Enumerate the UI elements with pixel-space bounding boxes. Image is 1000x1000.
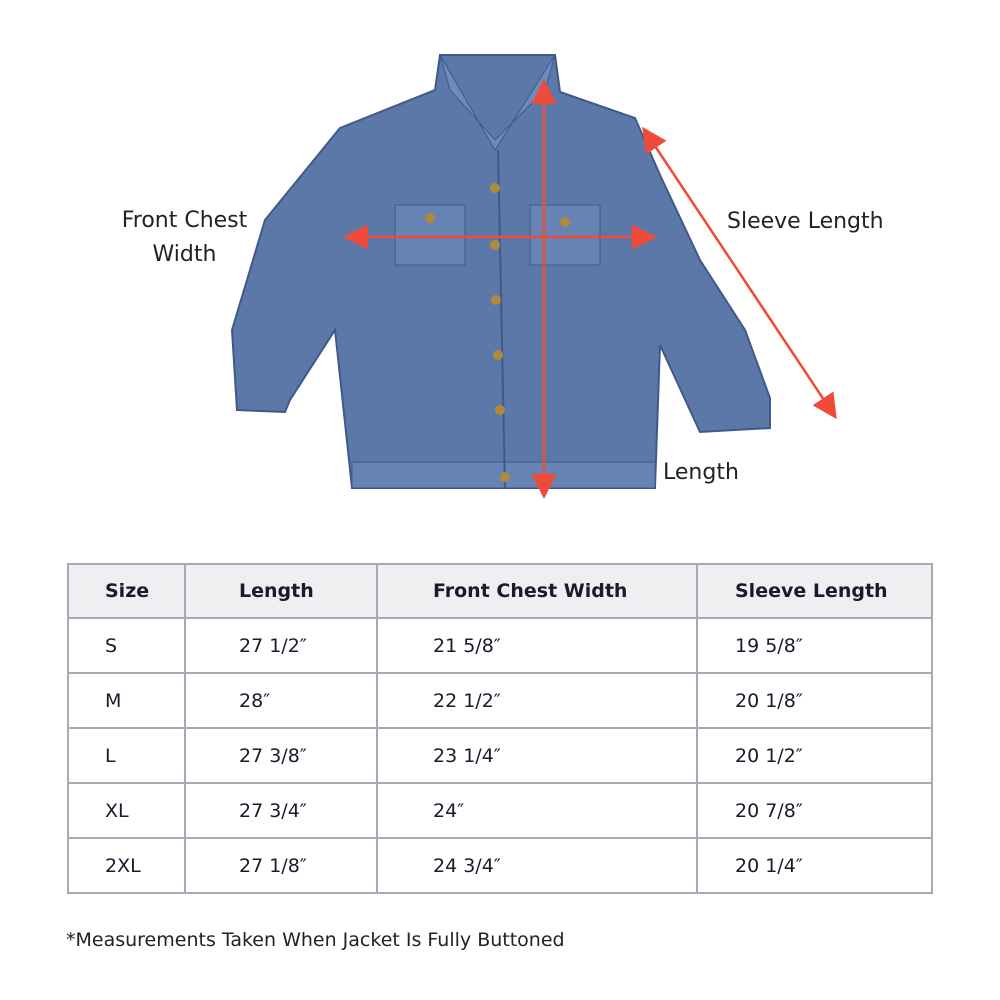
table-row: M 28″ 22 1/2″ 20 1/8″	[67, 672, 933, 729]
cell-sleeve: 20 1/4″	[696, 837, 933, 894]
denim-jacket	[230, 54, 771, 489]
cell-size: XL	[67, 782, 186, 839]
label-line-2: Width	[152, 242, 217, 267]
header-length: Length	[184, 563, 378, 619]
size-chart-table: Size Length Front Chest Width Sleeve Len…	[67, 563, 933, 894]
cell-length: 27 3/4″	[184, 782, 378, 839]
cell-length: 27 1/2″	[184, 617, 378, 674]
cell-length: 28″	[184, 672, 378, 729]
front-chest-width-label: Front Chest Width	[112, 204, 257, 272]
cell-chest: 24 3/4″	[376, 837, 698, 894]
table-row: 2XL 27 1/8″ 24 3/4″ 20 1/4″	[67, 837, 933, 894]
cell-size: 2XL	[67, 837, 186, 894]
header-sleeve-length: Sleeve Length	[696, 563, 933, 619]
cell-length: 27 3/8″	[184, 727, 378, 784]
cell-sleeve: 19 5/8″	[696, 617, 933, 674]
measurement-note: *Measurements Taken When Jacket Is Fully…	[66, 929, 565, 951]
cell-chest: 21 5/8″	[376, 617, 698, 674]
cell-size: L	[67, 727, 186, 784]
cell-size: S	[67, 617, 186, 674]
header-front-chest-width: Front Chest Width	[376, 563, 698, 619]
table-row: L 27 3/8″ 23 1/4″ 20 1/2″	[67, 727, 933, 784]
cell-chest: 22 1/2″	[376, 672, 698, 729]
sleeve-length-label: Sleeve Length	[727, 209, 884, 234]
cell-chest: 24″	[376, 782, 698, 839]
cell-chest: 23 1/4″	[376, 727, 698, 784]
cell-length: 27 1/8″	[184, 837, 378, 894]
table-row: S 27 1/2″ 21 5/8″ 19 5/8″	[67, 617, 933, 674]
cell-sleeve: 20 1/8″	[696, 672, 933, 729]
sleeve-length-arrow	[642, 126, 837, 420]
cell-sleeve: 20 1/2″	[696, 727, 933, 784]
table-row: XL 27 3/4″ 24″ 20 7/8″	[67, 782, 933, 839]
jacket-illustration	[230, 54, 837, 499]
header-size: Size	[67, 563, 186, 619]
table-header-row: Size Length Front Chest Width Sleeve Len…	[67, 563, 933, 619]
label-line-1: Front Chest	[121, 208, 248, 233]
cell-sleeve: 20 7/8″	[696, 782, 933, 839]
length-label: Length	[663, 460, 739, 485]
cell-size: M	[67, 672, 186, 729]
